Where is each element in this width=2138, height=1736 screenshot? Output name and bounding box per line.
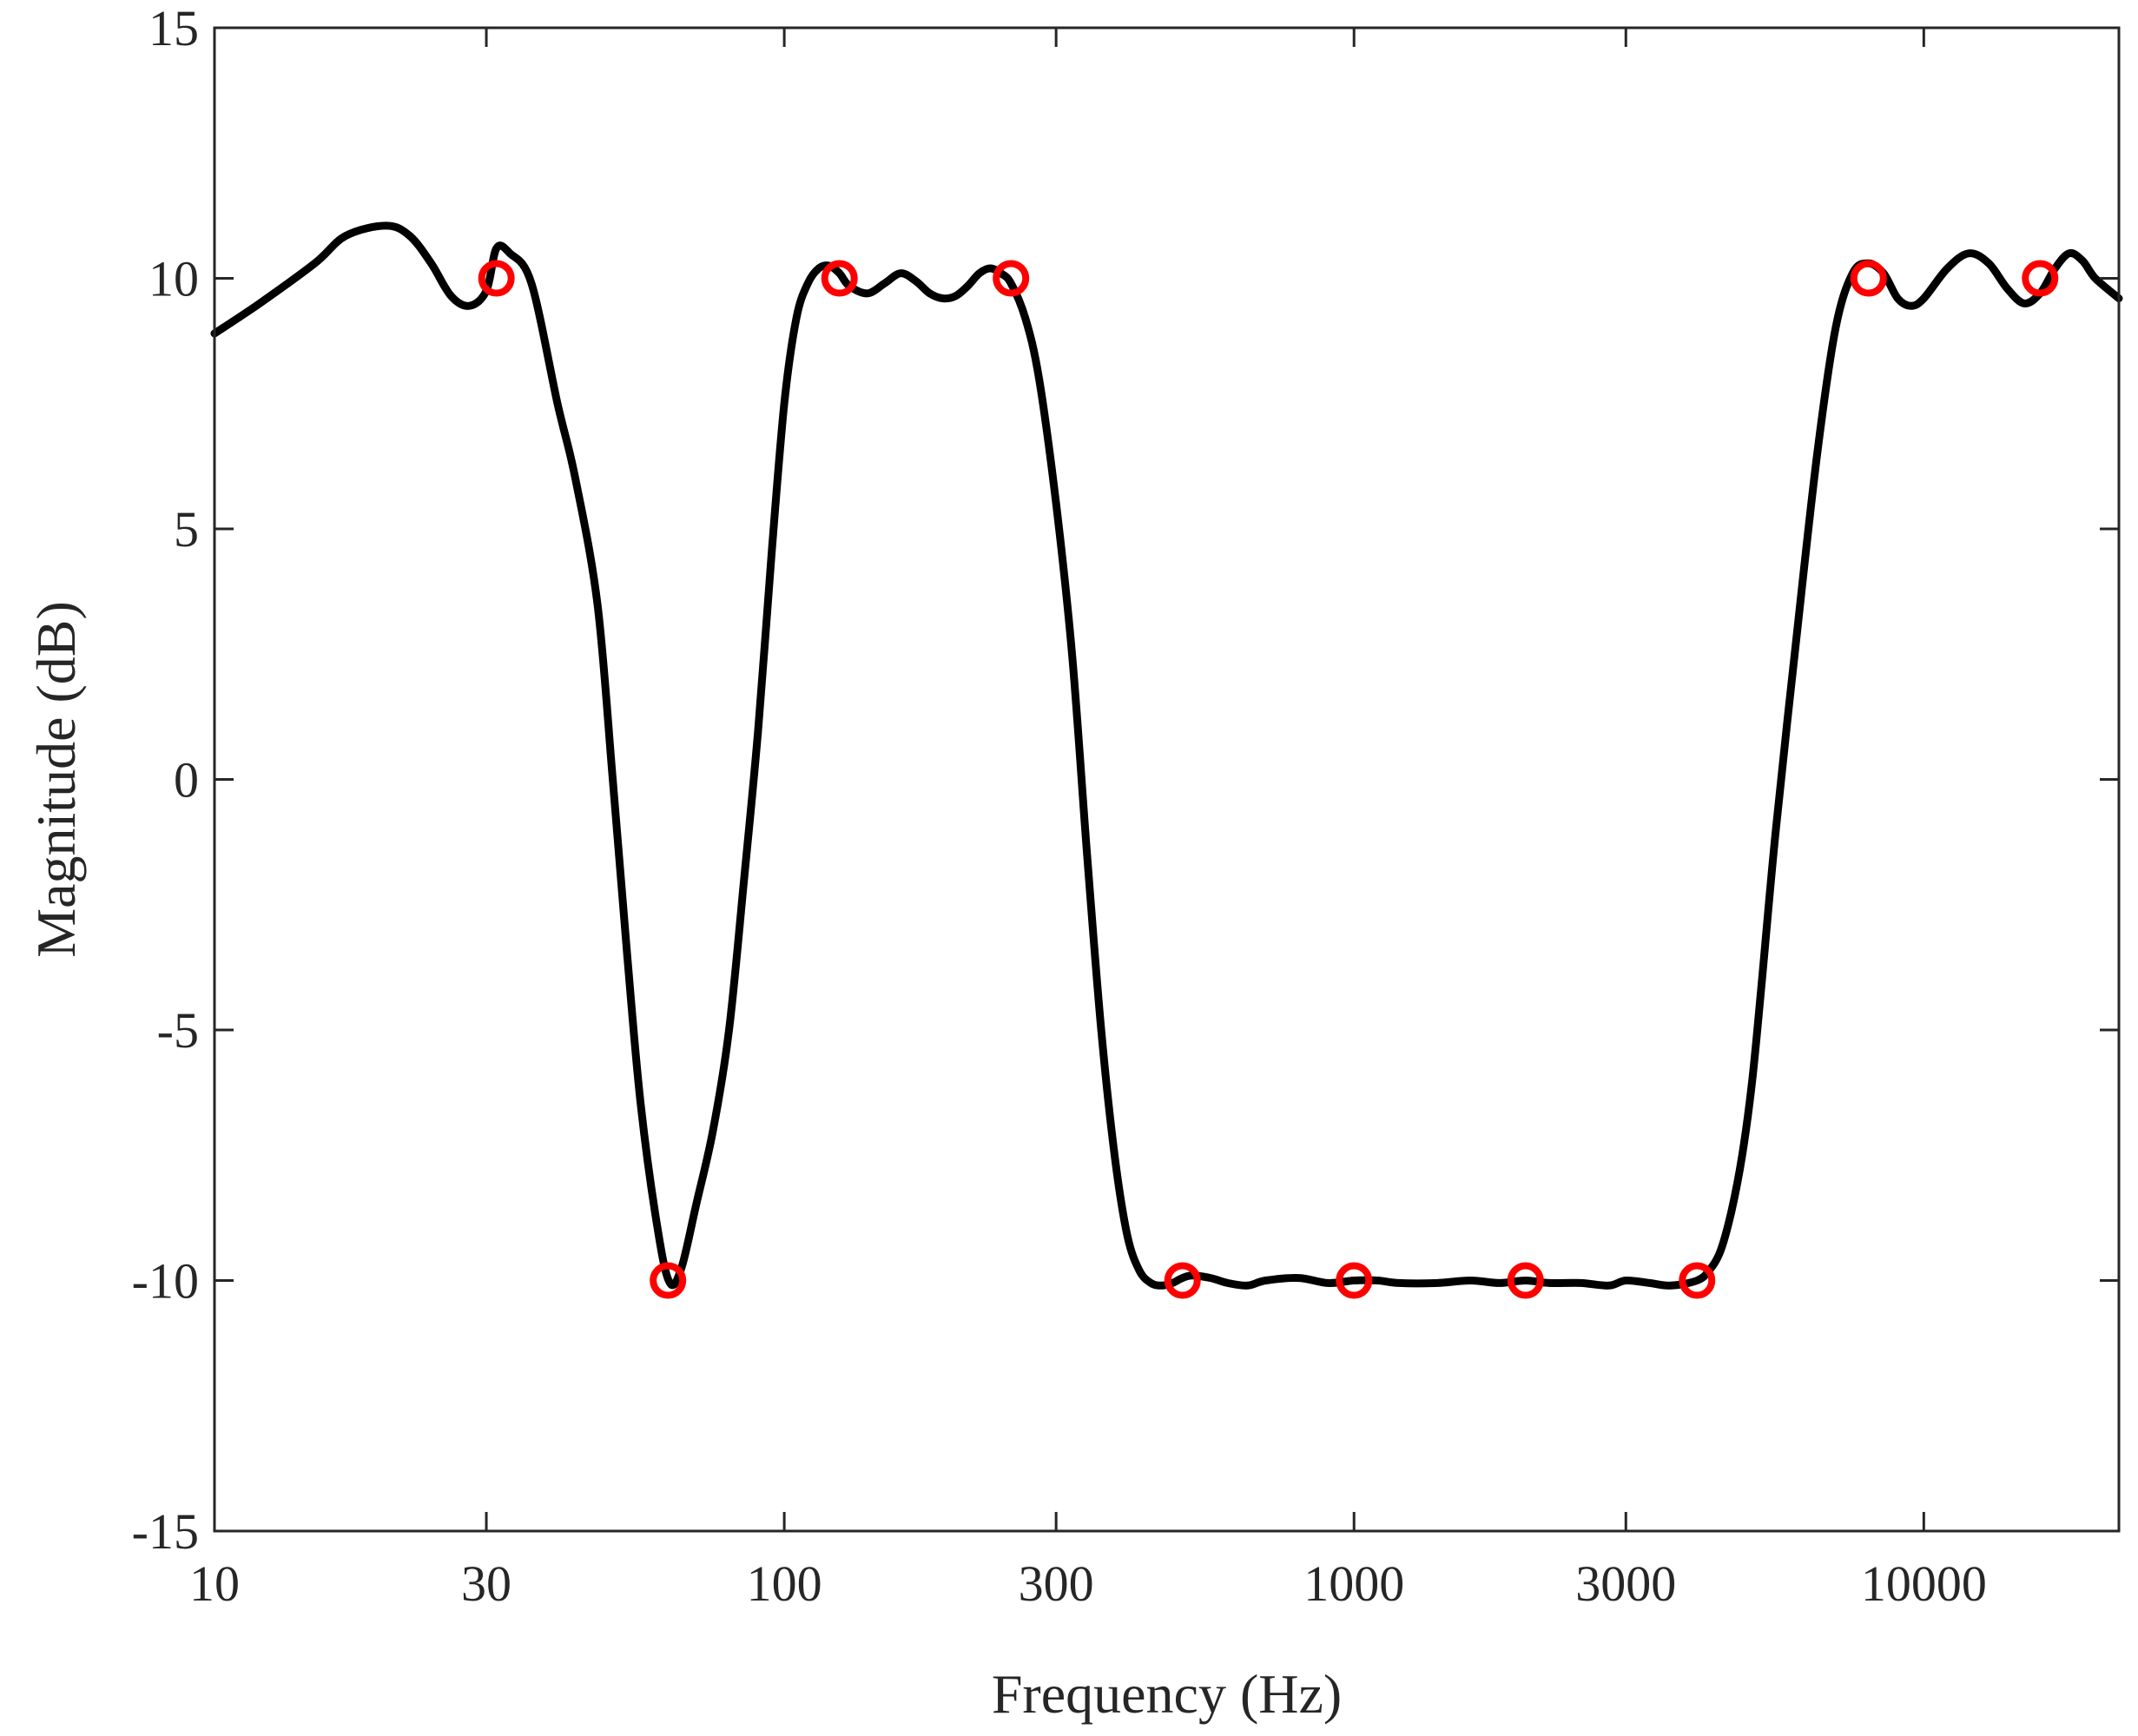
y-tick-label: 15 — [148, 0, 199, 56]
y-axis-ticks: 15 10 5 0 -5 -10 -15 — [132, 0, 2119, 1560]
target-point — [1679, 1262, 1716, 1299]
y-tick-label: 10 — [148, 251, 199, 307]
target-point — [1164, 1262, 1201, 1299]
y-axis-label: Magnitude (dB) — [25, 601, 87, 958]
x-tick-label: 1000 — [1303, 1555, 1404, 1612]
marker-layer — [478, 260, 2059, 1299]
response-curve — [210, 221, 2123, 1290]
target-point — [821, 260, 858, 297]
x-axis-ticks: 10 30 100 300 1000 3000 10000 — [189, 28, 1987, 1612]
target-point — [993, 260, 1030, 297]
x-tick-label: 10 — [189, 1555, 240, 1612]
x-tick-label: 3000 — [1575, 1555, 1676, 1612]
y-tick-label: 0 — [174, 752, 199, 809]
y-tick-label: 5 — [174, 501, 199, 558]
x-axis-label: Frequency (Hz) — [992, 1663, 1342, 1725]
target-point — [1336, 1262, 1373, 1299]
target-point — [1850, 260, 1887, 297]
x-tick-label: 100 — [747, 1555, 822, 1612]
y-tick-label: -10 — [132, 1253, 199, 1310]
y-tick-label: -5 — [157, 1002, 199, 1059]
x-tick-label: 300 — [1019, 1555, 1094, 1612]
target-point — [1507, 1262, 1544, 1299]
target-point — [650, 1262, 687, 1299]
x-tick-label: 10000 — [1861, 1555, 1987, 1612]
x-tick-label: 30 — [461, 1555, 511, 1612]
target-point — [478, 260, 515, 297]
curve-layer — [210, 221, 2123, 1290]
plot-frame — [213, 26, 2121, 1533]
target-point — [2022, 260, 2059, 297]
y-tick-label: -15 — [132, 1503, 199, 1560]
